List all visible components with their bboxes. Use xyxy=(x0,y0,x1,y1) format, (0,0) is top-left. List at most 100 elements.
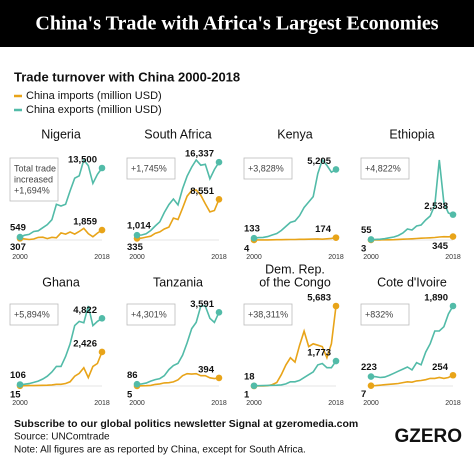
title-bar xyxy=(0,0,474,47)
value-label: 3,591 xyxy=(190,299,214,310)
value-label: 307 xyxy=(10,242,26,253)
line-imports xyxy=(136,189,220,240)
end-dot xyxy=(16,233,24,241)
end-dot xyxy=(332,302,340,310)
value-label: 86 xyxy=(127,370,138,381)
x-tick-label: 2000 xyxy=(129,254,145,261)
x-tick-label: 2018 xyxy=(328,400,344,407)
annotation-box xyxy=(360,303,410,326)
line-exports xyxy=(136,305,220,385)
x-tick-label: 2000 xyxy=(363,400,379,407)
value-label: 13,500 xyxy=(68,155,97,166)
source: Source: UNComtrade xyxy=(14,432,110,443)
line-exports xyxy=(253,158,337,239)
x-tick-label: 2000 xyxy=(246,400,262,407)
x-tick-label: 2000 xyxy=(246,254,262,261)
end-dot xyxy=(98,315,106,322)
line-imports xyxy=(19,351,103,387)
end-dot xyxy=(215,309,223,316)
end-dot xyxy=(449,302,457,310)
value-label: 4 xyxy=(244,243,250,254)
value-label: 1,890 xyxy=(424,293,448,304)
annotation: +4,301% xyxy=(131,309,167,319)
annotation-box xyxy=(9,303,59,326)
end-dot xyxy=(98,226,106,234)
legend-label: China imports (million USD) xyxy=(26,90,162,102)
panel-name: Kenya xyxy=(277,127,312,141)
end-dot xyxy=(133,231,141,239)
end-dot xyxy=(133,380,141,388)
end-dot xyxy=(367,236,375,243)
annotation-box xyxy=(243,157,293,180)
line-exports xyxy=(371,159,454,241)
annotation: +3,828% xyxy=(248,163,284,173)
subtitle: Trade turnover with China 2000-2018 xyxy=(14,69,240,84)
end-dot xyxy=(332,234,340,241)
end-dot xyxy=(332,357,340,365)
panel-name: Nigeria xyxy=(41,127,81,141)
logo: GZERO xyxy=(394,426,462,447)
line-imports xyxy=(370,374,454,387)
value-label: 16,337 xyxy=(185,149,214,160)
value-label: 5,683 xyxy=(307,293,331,304)
end-dot xyxy=(367,382,375,390)
value-label: 106 xyxy=(10,370,26,381)
value-label: 15 xyxy=(10,389,21,400)
value-label: 345 xyxy=(432,241,449,252)
value-label: 7 xyxy=(361,389,366,400)
end-dot xyxy=(449,371,457,379)
annotation-box xyxy=(126,303,176,326)
end-dot xyxy=(250,382,258,390)
annotation-box xyxy=(243,303,293,326)
x-tick-label: 2018 xyxy=(328,254,344,261)
end-dot xyxy=(215,195,223,203)
value-label: 55 xyxy=(361,225,372,236)
value-label: 1,773 xyxy=(307,348,331,359)
panel-name: Ethiopia xyxy=(389,127,434,141)
panel-name: Ghana xyxy=(42,275,80,289)
line-exports xyxy=(254,360,337,387)
value-label: 1 xyxy=(244,390,250,401)
annotation-box xyxy=(9,157,59,202)
end-dot xyxy=(449,211,457,218)
panel-name: of the Congo xyxy=(259,275,331,289)
value-label: 174 xyxy=(315,224,332,235)
annotation: +832% xyxy=(365,309,393,319)
line-exports xyxy=(19,158,103,238)
end-dot xyxy=(332,166,340,173)
annotation: +4,822% xyxy=(365,163,401,173)
x-tick-label: 2018 xyxy=(445,400,461,407)
x-tick-label: 2018 xyxy=(94,254,110,261)
value-label: 5 xyxy=(127,389,133,400)
x-tick-label: 2018 xyxy=(211,254,227,261)
x-tick-label: 2000 xyxy=(12,254,28,261)
end-dot xyxy=(98,348,106,356)
value-label: 1,014 xyxy=(127,221,151,232)
value-label: 4,822 xyxy=(73,305,97,316)
end-dot xyxy=(250,234,258,242)
subscribe: Subscribe to our global politics newslet… xyxy=(14,418,358,430)
annotation: +1,694% xyxy=(14,185,50,195)
x-tick-label: 2000 xyxy=(363,254,379,261)
annotation: increased xyxy=(14,174,53,184)
annotation: +5,894% xyxy=(14,309,50,319)
line-exports xyxy=(19,305,103,386)
line-imports xyxy=(254,236,337,241)
end-dot xyxy=(367,373,375,380)
annotation: Total trade xyxy=(14,163,56,173)
value-label: 2,538 xyxy=(424,201,448,212)
value-label: 18 xyxy=(244,371,255,382)
chart-title: China's Trade with Africa's Largest Econ… xyxy=(35,13,438,35)
end-dot xyxy=(16,381,24,388)
end-dot xyxy=(215,158,223,166)
value-label: 549 xyxy=(10,223,26,234)
x-tick-label: 2018 xyxy=(445,254,461,261)
end-dot xyxy=(98,164,106,172)
panel-name: South Africa xyxy=(144,127,211,141)
value-label: 5,205 xyxy=(307,156,331,167)
line-imports xyxy=(370,235,454,241)
annotation: +1,745% xyxy=(131,163,167,173)
note: Note: All figures are as reported by Chi… xyxy=(14,445,306,456)
line-exports xyxy=(370,305,454,379)
